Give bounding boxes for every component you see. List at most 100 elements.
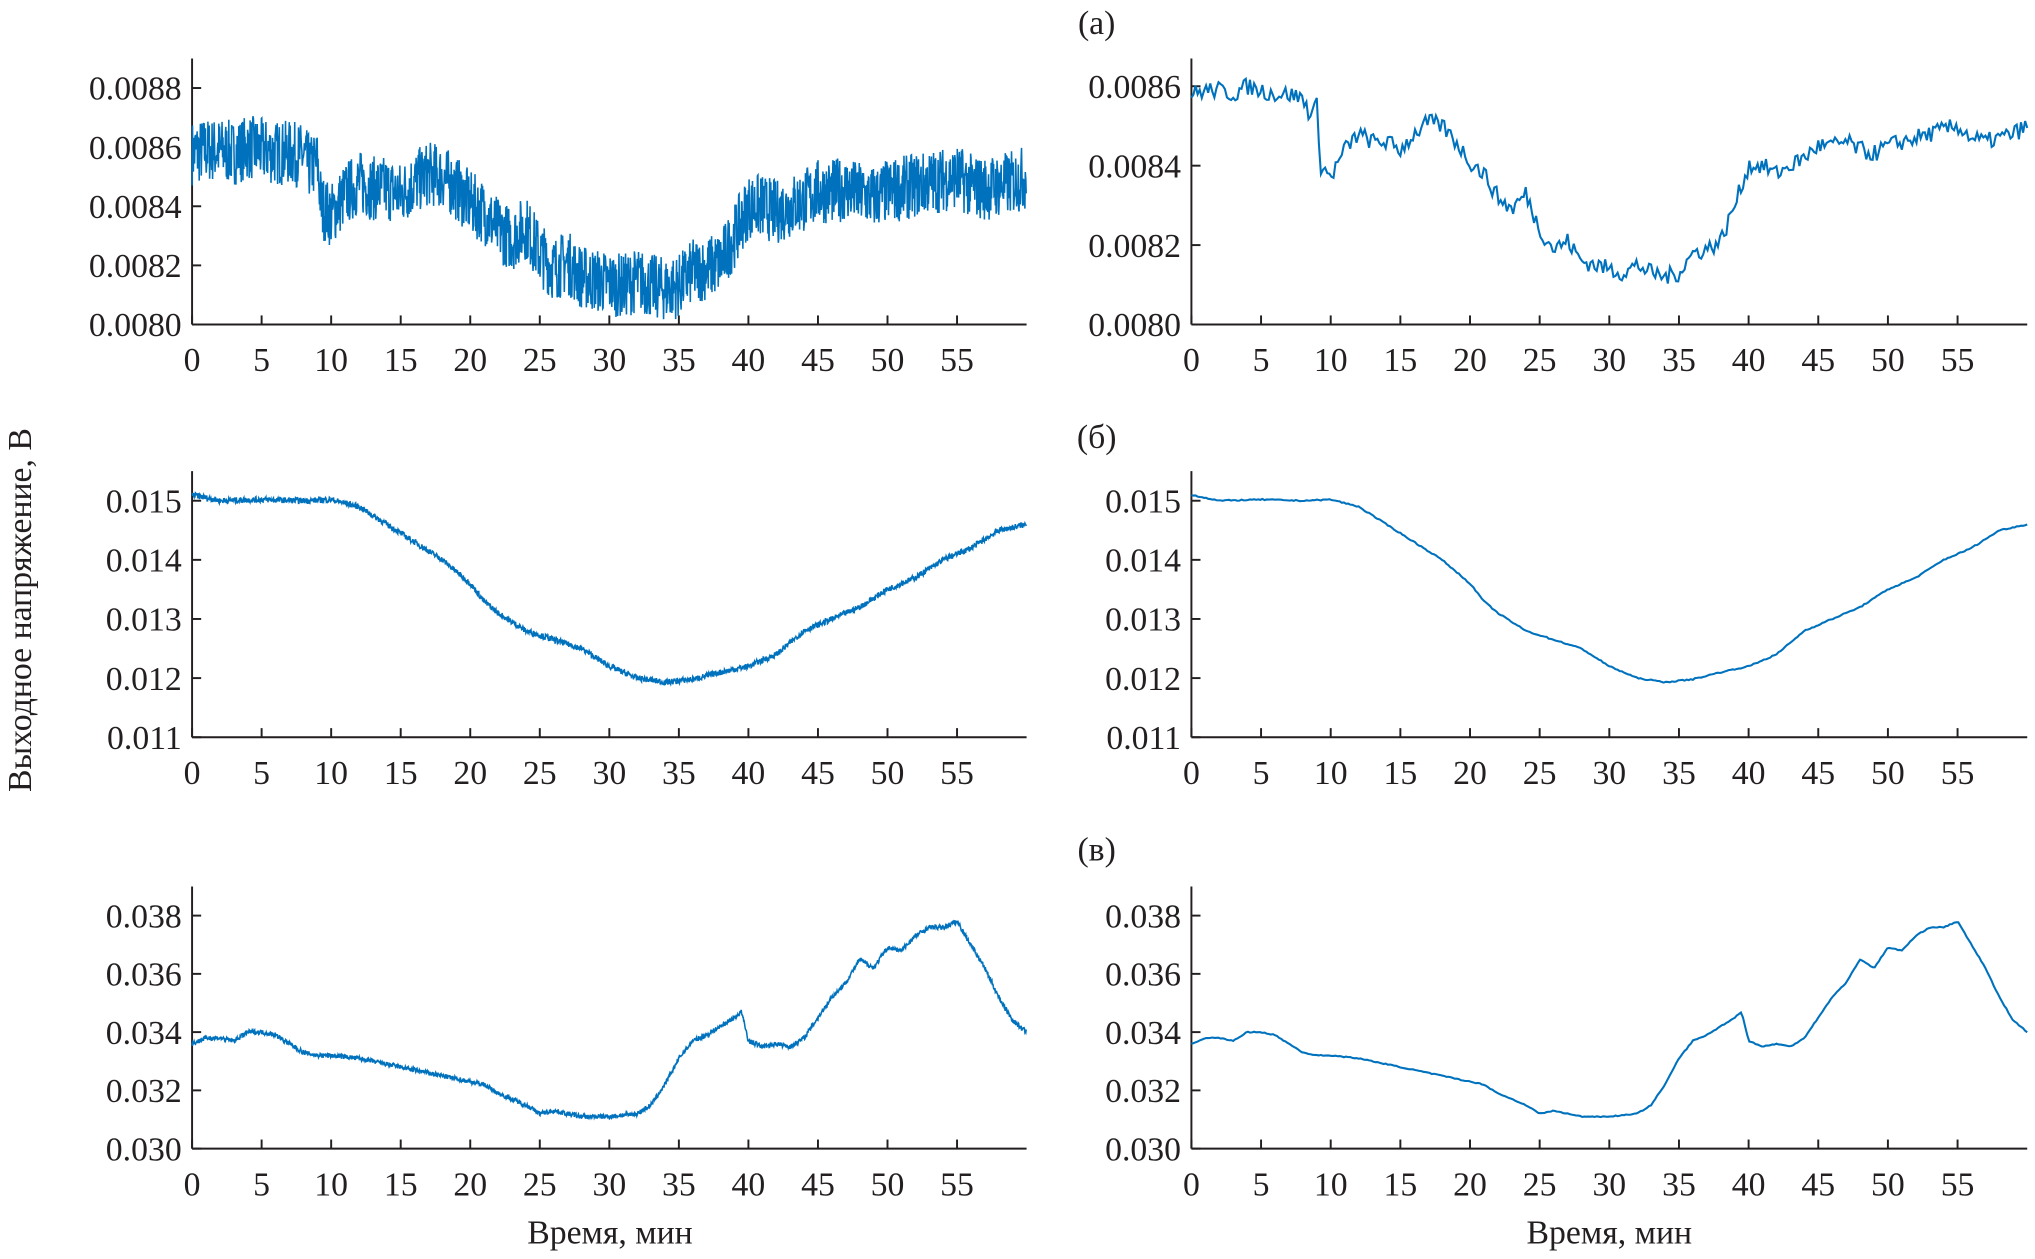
panel-label: (в) <box>1077 832 1115 869</box>
x-tick-label: 35 <box>1662 755 1696 792</box>
y-tick-label: 0.036 <box>1105 957 1181 994</box>
x-tick-label: 5 <box>1253 342 1270 379</box>
x-tick-label: 20 <box>453 342 487 379</box>
x-tick-label: 25 <box>1523 342 1557 379</box>
panel-right: 0.030 0.032 0.034 0.036 0.038 0 5 10 15 20 25 30 35 4… <box>1105 886 2028 1203</box>
x-tick-label: 50 <box>1871 755 1905 792</box>
x-tick-label: 50 <box>1871 342 1905 379</box>
series-line-smoothed <box>1191 494 2028 684</box>
x-tick-label: 55 <box>940 755 974 792</box>
y-tick-label: 0.034 <box>106 1015 182 1052</box>
x-tick-label: 35 <box>662 755 696 792</box>
y-tick-label: 0.015 <box>1105 483 1181 520</box>
x-tick-label: 15 <box>384 1166 418 1203</box>
x-tick-label: 55 <box>1941 342 1975 379</box>
y-tick-label: 0.030 <box>106 1131 182 1168</box>
x-tick-label: 15 <box>384 342 418 379</box>
x-tick-label: 50 <box>871 755 905 792</box>
y-tick-label: 0.036 <box>106 957 182 994</box>
x-tick-label: 20 <box>453 755 487 792</box>
x-tick-label: 5 <box>253 1166 270 1203</box>
x-tick-label: 50 <box>1871 1166 1905 1203</box>
x-tick-label: 40 <box>1732 342 1766 379</box>
x-tick-label: 25 <box>1523 755 1557 792</box>
y-tick-label: 0.0084 <box>89 189 182 226</box>
y-tick-label: 0.013 <box>1105 602 1181 639</box>
panel-label: (б) <box>1077 419 1117 456</box>
x-tick-label: 10 <box>1314 342 1348 379</box>
x-tick-label: 30 <box>592 342 626 379</box>
x-tick-label: 30 <box>592 1166 626 1203</box>
x-tick-label: 45 <box>801 342 835 379</box>
x-tick-label: 15 <box>384 755 418 792</box>
x-tick-label: 15 <box>1383 755 1417 792</box>
x-tick-label: 25 <box>523 755 557 792</box>
series-line-smoothed <box>1190 76 2029 284</box>
x-tick-label: 45 <box>1801 342 1835 379</box>
x-tick-label: 55 <box>1941 755 1975 792</box>
y-tick-label: 0.034 <box>1105 1015 1181 1052</box>
x-tick-label: 10 <box>1314 755 1348 792</box>
panel-left: 0.011 0.012 0.013 0.014 0.015 0 5 10 15 20 25 30 35 4… <box>106 471 1027 792</box>
x-tick-label: 15 <box>1383 342 1417 379</box>
panel-left: 0.030 0.032 0.034 0.036 0.038 0 5 10 15 20 25 30 35 4… <box>106 886 1027 1203</box>
x-tick-label: 20 <box>1453 342 1487 379</box>
x-tick-label: 10 <box>1314 1166 1348 1203</box>
y-tick-label: 0.014 <box>1105 543 1181 580</box>
x-tick-label: 40 <box>732 342 766 379</box>
y-tick-label: 0.0080 <box>1088 307 1181 344</box>
y-tick-label: 0.032 <box>1105 1073 1181 1110</box>
x-tick-label: 55 <box>940 1166 974 1203</box>
x-tick-label: 35 <box>1662 342 1696 379</box>
x-tick-label: 0 <box>1183 342 1200 379</box>
x-tick-label: 40 <box>1732 1166 1766 1203</box>
x-tick-label: 5 <box>1253 1166 1270 1203</box>
x-tick-label: 20 <box>1453 755 1487 792</box>
y-axis-label: Выходное напряжение, В <box>2 428 39 792</box>
x-tick-label: 45 <box>1801 1166 1835 1203</box>
x-tick-label: 40 <box>732 1166 766 1203</box>
y-tick-label: 0.0082 <box>89 248 182 285</box>
x-tick-label: 45 <box>1801 755 1835 792</box>
x-tick-label: 20 <box>453 1166 487 1203</box>
y-tick-label: 0.0082 <box>1088 228 1181 265</box>
x-tick-label: 40 <box>732 755 766 792</box>
x-tick-label: 0 <box>184 755 201 792</box>
y-tick-label: 0.030 <box>1105 1131 1181 1168</box>
y-tick-label: 0.012 <box>1105 661 1181 698</box>
y-tick-label: 0.011 <box>1106 720 1181 757</box>
x-tick-label: 10 <box>314 755 348 792</box>
x-tick-label: 0 <box>184 1166 201 1203</box>
y-tick-label: 0.011 <box>107 720 182 757</box>
x-tick-label: 25 <box>1523 1166 1557 1203</box>
x-tick-label: 45 <box>801 755 835 792</box>
x-tick-label: 30 <box>592 755 626 792</box>
x-tick-label: 10 <box>314 1166 348 1203</box>
x-tick-label: 30 <box>1592 1166 1626 1203</box>
x-tick-label: 0 <box>1183 755 1200 792</box>
y-tick-label: 0.0088 <box>89 71 182 108</box>
x-tick-label: 35 <box>1662 1166 1696 1203</box>
y-tick-label: 0.0086 <box>1088 69 1181 106</box>
x-tick-label: 45 <box>801 1166 835 1203</box>
x-tick-label: 50 <box>871 1166 905 1203</box>
x-tick-label: 55 <box>1941 1166 1975 1203</box>
x-tick-label: 0 <box>184 342 201 379</box>
y-tick-label: 0.0080 <box>89 307 182 344</box>
x-tick-label: 5 <box>253 342 270 379</box>
series-line-raw <box>191 116 1027 320</box>
y-tick-label: 0.012 <box>106 661 182 698</box>
x-tick-label: 25 <box>523 342 557 379</box>
x-tick-label: 50 <box>871 342 905 379</box>
y-tick-label: 0.032 <box>106 1073 182 1110</box>
panel-left: 0.0080 0.0082 0.0084 0.0086 0.0088 0 5 10 15 20 25… <box>89 58 1027 379</box>
y-tick-label: 0.014 <box>106 543 182 580</box>
series-line-raw <box>191 491 1027 687</box>
series-line-raw <box>191 919 1027 1121</box>
y-tick-label: 0.013 <box>106 602 182 639</box>
x-axis-label-left: Время, мин <box>527 1214 693 1251</box>
y-tick-label: 0.015 <box>106 483 182 520</box>
x-tick-label: 0 <box>1183 1166 1200 1203</box>
